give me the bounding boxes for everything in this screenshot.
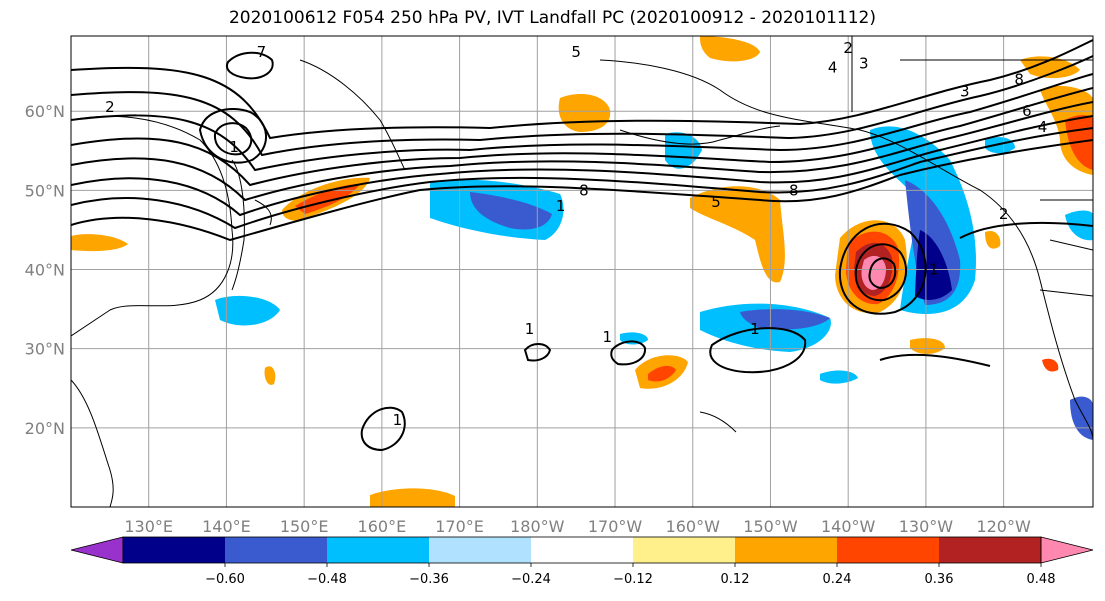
lon-tick-label: 140°W <box>821 517 876 536</box>
contour-value-label: 1 <box>393 411 403 429</box>
contour-value-label: 2 <box>999 205 1009 223</box>
graticule <box>71 36 1093 507</box>
contour-value-label: 1 <box>929 261 939 279</box>
contour-value-label: 6 <box>1022 102 1032 120</box>
colorbar: −0.60 −0.48 −0.36 −0.24 −0.12 0.12 0.24 0.36 0.4… <box>70 536 1094 587</box>
colorbar-tick-label: −0.48 <box>307 572 347 587</box>
colorbar-tick-label: 0.24 <box>823 572 852 587</box>
contour-value-label: 4 <box>828 59 838 77</box>
colorbar-bin <box>123 537 226 563</box>
lon-tick-label: 180°W <box>510 517 565 536</box>
colorbar-bin <box>837 537 940 563</box>
contour-value-label: 1 <box>750 320 760 338</box>
colorbar-tick-label: 0.48 <box>1027 572 1056 587</box>
colorbar-bin <box>225 537 328 563</box>
colorbar-extend-high <box>1040 536 1094 564</box>
map-frame <box>70 35 1094 508</box>
lat-tick-label: 50°N <box>25 181 65 200</box>
contour-value-label: 1 <box>556 197 566 215</box>
colorbar-tick-label: −0.12 <box>613 572 653 587</box>
contour-value-label: 7 <box>257 43 267 61</box>
lon-tick-label: 170°W <box>588 517 643 536</box>
contour-value-label: 8 <box>579 181 589 199</box>
contour-value-label: 3 <box>859 55 869 73</box>
contour-value-label: 3 <box>960 82 970 100</box>
lat-tick-label: 40°N <box>25 261 65 280</box>
contour-value-label: 1 <box>602 328 612 346</box>
contour-value-label: 4 <box>1038 118 1048 136</box>
pv-contour-layer <box>71 39 1093 452</box>
longitude-labels: 130°E 140°E 150°E 160°E 170°E 180°W 170°W 160°W… <box>124 517 1031 536</box>
contour-value-label: 2 <box>843 39 853 57</box>
lon-tick-label: 160°E <box>358 517 407 536</box>
lat-tick-label: 60°N <box>25 102 65 121</box>
contour-value-label: 8 <box>789 181 799 199</box>
colorbar-bin <box>429 537 532 563</box>
colorbar-tick-label: −0.60 <box>205 572 245 587</box>
lon-tick-label: 160°W <box>666 517 721 536</box>
colorbar-tick-label: 0.36 <box>925 572 954 587</box>
lon-tick-label: 140°E <box>202 517 251 536</box>
contour-value-label: 1 <box>229 138 239 156</box>
contour-value-label: 8 <box>1014 71 1024 89</box>
colorbar-bin <box>633 537 736 563</box>
lon-tick-label: 120°W <box>976 517 1031 536</box>
lon-tick-label: 150°E <box>280 517 329 536</box>
lon-tick-label: 130°W <box>899 517 954 536</box>
colorbar-bin <box>531 537 634 563</box>
colorbar-extend-low <box>70 536 124 564</box>
colorbar-outline <box>122 536 1042 564</box>
contour-value-label: 1 <box>525 320 535 338</box>
colorbar-tick-label: 0.12 <box>721 572 750 587</box>
lon-tick-label: 170°E <box>435 517 484 536</box>
lat-tick-label: 30°N <box>25 340 65 359</box>
lon-tick-label: 130°E <box>124 517 173 536</box>
colorbar-bin <box>327 537 430 563</box>
lon-tick-label: 150°W <box>743 517 798 536</box>
latitude-labels: 60°N 50°N 40°N 30°N 20°N <box>25 102 65 438</box>
colorbar-tick-label: −0.36 <box>409 572 449 587</box>
contour-value-label: 2 <box>105 98 115 116</box>
contour-value-label: 5 <box>711 193 721 211</box>
contour-value-label: 5 <box>571 43 581 61</box>
colorbar-bin <box>939 537 1042 563</box>
lat-tick-label: 20°N <box>25 419 65 438</box>
colorbar-bin <box>735 537 838 563</box>
figure-title: 2020100612 F054 250 hPa PV, IVT Landfall… <box>228 8 876 28</box>
colorbar-tick-label: −0.24 <box>511 572 551 587</box>
